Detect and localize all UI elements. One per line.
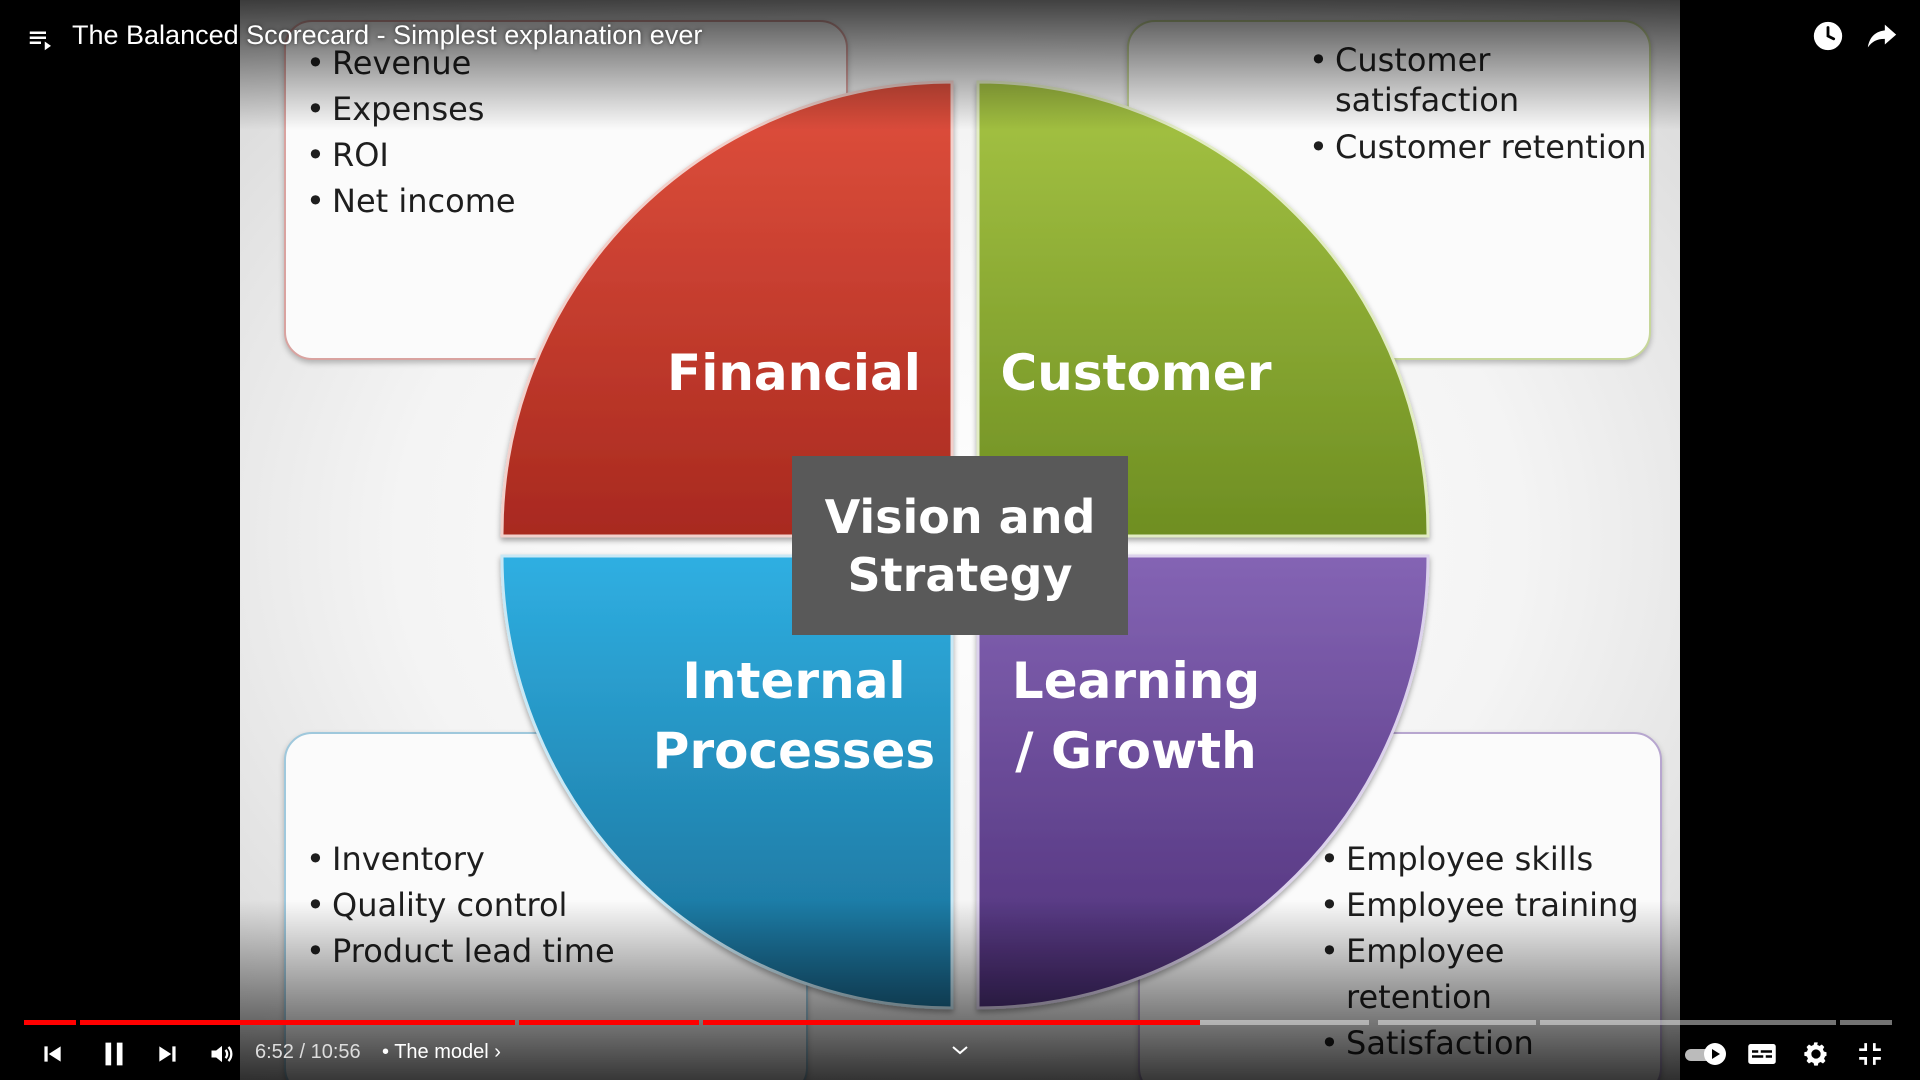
progress-chapter-segment[interactable]	[1378, 1020, 1536, 1025]
clock-icon[interactable]	[1808, 16, 1848, 56]
skip-previous-icon[interactable]	[36, 1038, 68, 1070]
customer-label: Customer	[1001, 344, 1272, 402]
chapter-title[interactable]: • The model ›	[382, 1041, 501, 1063]
internal-processes-label-line2: Processes	[653, 722, 935, 780]
time-display: 6:52 / 10:56	[255, 1041, 361, 1063]
vision-label-line2: Strategy	[847, 547, 1073, 602]
list-item: Net income	[306, 178, 516, 224]
exit-fullscreen-icon[interactable]	[1852, 1036, 1888, 1072]
playlist-icon[interactable]	[24, 22, 58, 56]
bottom-overlay-gradient	[0, 900, 1920, 1080]
learning-growth-label-line2: / Growth	[1015, 722, 1256, 780]
share-icon[interactable]	[1862, 16, 1902, 56]
top-overlay-gradient	[0, 0, 1920, 130]
progress-chapter-segment[interactable]	[1540, 1020, 1836, 1025]
progress-played-fill	[24, 1020, 76, 1025]
pause-icon[interactable]	[94, 1034, 134, 1074]
vision-strategy-box: Vision and Strategy	[792, 456, 1128, 635]
list-item: Inventory	[306, 836, 615, 882]
internal-processes-label-line1: Internal	[682, 652, 905, 710]
progress-chapter-segment[interactable]	[1840, 1020, 1892, 1025]
gear-icon[interactable]	[1798, 1036, 1834, 1072]
chevron-down-icon[interactable]	[944, 1038, 976, 1062]
captions-icon[interactable]	[1744, 1038, 1780, 1070]
list-item: ROI	[306, 132, 516, 178]
progress-chapter-segment[interactable]	[519, 1020, 699, 1025]
autoplay-toggle-icon[interactable]	[1682, 1040, 1730, 1068]
progress-played-fill	[519, 1020, 699, 1025]
vision-label-line1: Vision and	[824, 489, 1096, 544]
volume-icon[interactable]	[204, 1038, 240, 1070]
financial-label: Financial	[667, 344, 921, 402]
progress-chapter-segment[interactable]	[80, 1020, 515, 1025]
list-item: Employee skills	[1320, 836, 1660, 882]
list-item: Customer retention	[1309, 124, 1647, 170]
progress-chapter-segment[interactable]	[703, 1020, 1369, 1025]
progress-bar[interactable]	[24, 1020, 1896, 1025]
video-title[interactable]: The Balanced Scorecard - Simplest explan…	[72, 20, 703, 50]
progress-played-fill	[703, 1020, 1200, 1025]
skip-next-icon[interactable]	[152, 1038, 184, 1070]
progress-chapter-segment[interactable]	[24, 1020, 76, 1025]
learning-growth-label-line1: Learning	[1012, 652, 1260, 710]
balanced-scorecard-diagram: Financial Customer Internal Processes Le…	[500, 80, 1430, 1010]
progress-played-fill	[80, 1020, 515, 1025]
